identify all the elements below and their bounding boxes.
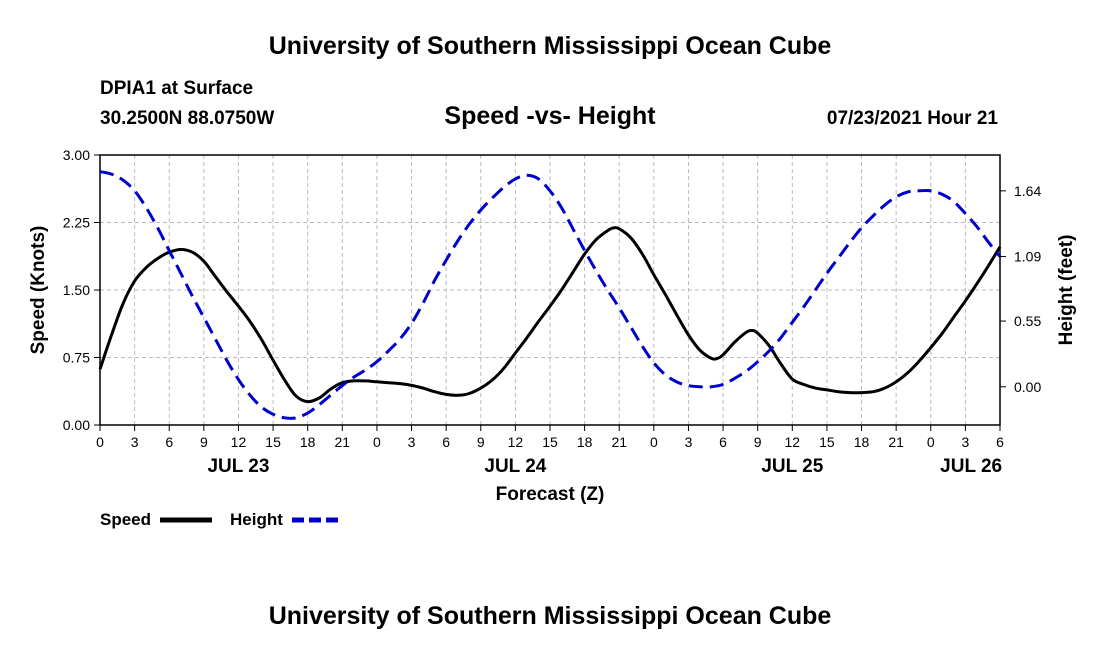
x-tick-label: 6 bbox=[719, 434, 727, 450]
left-tick-label: 0.00 bbox=[63, 417, 90, 433]
x-tick-label: 21 bbox=[888, 434, 904, 450]
x-tick-label: 9 bbox=[200, 434, 208, 450]
series-layer bbox=[98, 170, 1002, 420]
left-tick-label: 2.25 bbox=[63, 215, 90, 231]
legend-height-label: Height bbox=[230, 510, 283, 529]
coords-label: 30.2500N 88.0750W bbox=[100, 108, 274, 129]
grid bbox=[100, 155, 1000, 425]
x-tick-label: 0 bbox=[927, 434, 935, 450]
x-axis: 0 3 6 9 12 15 18 21 0 3 6 9 12 15 18 21 0 3 6 9 12 15 18 21 0 3 6 J… bbox=[96, 425, 1004, 477]
page-title: University of Southern Mississippi Ocean… bbox=[269, 32, 832, 60]
x-tick-label: 12 bbox=[508, 434, 524, 450]
x-tick-label: 21 bbox=[335, 434, 351, 450]
left-axis-label: Speed (Knots) bbox=[28, 226, 49, 355]
right-tick-label: 0.00 bbox=[1014, 379, 1041, 395]
x-tick-label: 3 bbox=[131, 434, 139, 450]
x-tick-label: 3 bbox=[685, 434, 693, 450]
date-label: JUL 24 bbox=[484, 456, 546, 477]
left-tick-label: 0.75 bbox=[63, 350, 90, 366]
left-tick-label: 1.50 bbox=[63, 282, 90, 298]
date-label: JUL 25 bbox=[761, 456, 823, 477]
footer-title: University of Southern Mississippi Ocean… bbox=[269, 602, 832, 630]
date-label: JUL 26 bbox=[940, 456, 1002, 477]
right-axis-label: Height (feet) bbox=[1056, 235, 1077, 346]
x-tick-label: 6 bbox=[996, 434, 1004, 450]
right-tick-label: 1.64 bbox=[1014, 183, 1041, 199]
station-label: DPIA1 at Surface bbox=[100, 78, 253, 99]
datetime-label: 07/23/2021 Hour 21 bbox=[827, 108, 999, 129]
x-tick-label: 6 bbox=[165, 434, 173, 450]
x-tick-label: 3 bbox=[408, 434, 416, 450]
x-tick-label: 18 bbox=[300, 434, 316, 450]
x-tick-label: 0 bbox=[96, 434, 104, 450]
x-tick-label: 3 bbox=[961, 434, 969, 450]
x-tick-label: 12 bbox=[785, 434, 801, 450]
x-tick-label: 9 bbox=[754, 434, 762, 450]
right-tick-label: 1.09 bbox=[1014, 249, 1041, 265]
x-tick-label: 12 bbox=[231, 434, 247, 450]
x-tick-label: 15 bbox=[819, 434, 835, 450]
x-tick-label: 0 bbox=[373, 434, 381, 450]
right-tick-label: 0.55 bbox=[1014, 313, 1041, 329]
speed-line bbox=[98, 226, 1002, 404]
legend-speed-label: Speed bbox=[100, 510, 151, 529]
x-axis-label: Forecast (Z) bbox=[496, 484, 605, 505]
x-tick-label: 18 bbox=[577, 434, 593, 450]
x-tick-label: 0 bbox=[650, 434, 658, 450]
height-line bbox=[99, 170, 1002, 420]
chart-title: Speed -vs- Height bbox=[444, 102, 656, 130]
x-tick-label: 15 bbox=[265, 434, 281, 450]
x-tick-label: 21 bbox=[611, 434, 627, 450]
date-label: JUL 23 bbox=[207, 456, 269, 477]
x-tick-label: 18 bbox=[854, 434, 870, 450]
left-tick-label: 3.00 bbox=[63, 147, 90, 163]
left-axis: 0.00 0.75 1.50 2.25 3.00 bbox=[63, 147, 100, 433]
x-tick-label: 15 bbox=[542, 434, 558, 450]
right-axis: 0.00 0.55 1.09 1.64 bbox=[1000, 183, 1041, 395]
x-tick-label: 9 bbox=[477, 434, 485, 450]
x-tick-label: 6 bbox=[442, 434, 450, 450]
legend: Speed Height bbox=[100, 510, 342, 529]
